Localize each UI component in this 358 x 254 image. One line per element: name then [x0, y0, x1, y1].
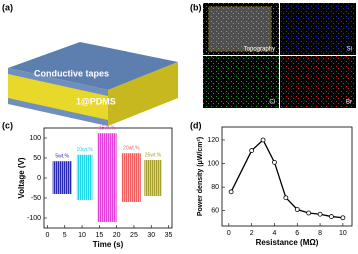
data-point [249, 148, 255, 153]
map-label: Topography [244, 47, 275, 53]
data-point [260, 137, 266, 143]
data-point [329, 214, 334, 219]
x-tick-label: 0 [46, 232, 50, 239]
x-tick-label: 0 [227, 230, 231, 237]
y-tick-label: 100 [29, 135, 41, 142]
x-tick-label: 10 [339, 230, 347, 237]
data-point [306, 210, 312, 216]
slab-top [8, 42, 178, 90]
layer-label: 1@PDMS [76, 96, 116, 106]
y-tick-label: -50 [31, 195, 41, 202]
series-label: 5wt.% [55, 154, 69, 160]
x-tick-label: 25 [130, 232, 138, 239]
map-image [203, 3, 279, 55]
series-label: 15wt.% [99, 126, 116, 132]
panel-label: (c) [2, 120, 13, 130]
y-tick-label: 120 [207, 137, 219, 144]
slab-side [108, 62, 178, 126]
data-point [340, 215, 346, 221]
map-image [280, 56, 356, 108]
panel-label: (a) [2, 2, 13, 12]
y-tick-label: 0 [37, 175, 41, 182]
data-point [317, 211, 323, 217]
x-axis-label: Time (s) [93, 240, 124, 249]
x-tick-label: 15 [95, 232, 103, 239]
x-axis-label: Resistance (MΩ) [256, 238, 319, 247]
map-label: Cl [269, 100, 275, 106]
panel-label: (d) [190, 120, 202, 130]
y-axis-label: Power density (μW/cm²) [197, 137, 204, 216]
y-tick-label: 80 [211, 184, 219, 191]
plot-frame [221, 126, 353, 227]
data-point [283, 195, 289, 201]
power-curve [230, 138, 343, 219]
topo-overlay [208, 6, 272, 52]
x-tick-label: 8 [318, 230, 322, 237]
map-image [203, 56, 279, 108]
x-tick-label: 2 [250, 230, 254, 237]
voltage-burst [121, 153, 141, 202]
x-tick-label: 5 [63, 232, 67, 239]
data-point [228, 189, 234, 195]
voltage-burst [97, 133, 117, 222]
x-tick-label: 10 [78, 232, 86, 239]
y-tick-label: 50 [33, 155, 41, 162]
map-label: Br [346, 100, 352, 106]
y-tick-label: 60 [211, 208, 219, 215]
slab-front [8, 68, 108, 126]
y-tick-label: -100 [27, 215, 41, 222]
map-label: Si [347, 47, 352, 53]
panel-label: (b) [190, 2, 202, 12]
x-tick-label: 20 [113, 232, 121, 239]
y-axis-label: Voltage (V) [17, 157, 26, 199]
voltage-burst [144, 160, 162, 196]
y-tick-label: 100 [207, 160, 219, 167]
series-label: 20wt.% [123, 146, 140, 152]
voltage-burst [52, 161, 72, 194]
data-point [272, 159, 277, 165]
series-label: 25wt.% [145, 152, 162, 158]
x-tick-label: 30 [147, 232, 155, 239]
data-point [294, 207, 300, 212]
x-tick-label: 4 [273, 230, 277, 237]
tape-edge [8, 98, 108, 126]
x-tick-label: 35 [165, 232, 173, 239]
voltage-burst [76, 154, 93, 200]
layer-label: Conductive tapes [34, 68, 109, 78]
map-image [280, 3, 356, 55]
x-tick-label: 6 [295, 230, 299, 237]
series-label: 10wt.% [76, 147, 93, 153]
tape-edge [8, 68, 108, 96]
